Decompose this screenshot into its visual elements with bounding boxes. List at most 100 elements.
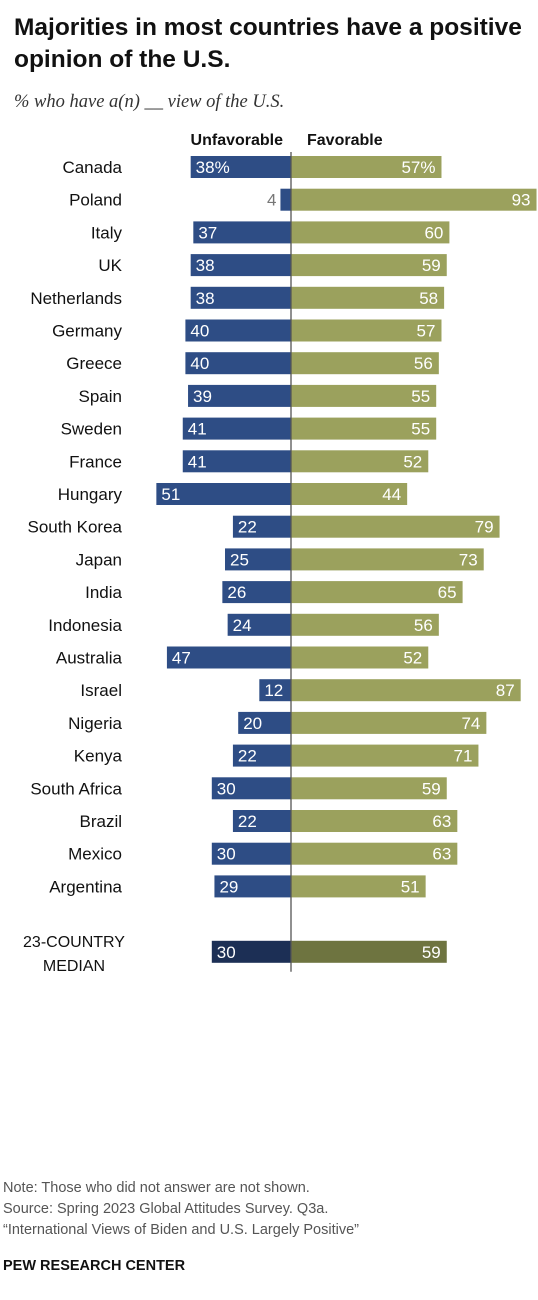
value-favorable-kenya: 71 <box>454 747 473 766</box>
bar-unfavorable-mexico <box>211 842 291 865</box>
value-favorable-hungary: 44 <box>382 485 401 504</box>
bar-unfavorable-greece <box>185 352 291 375</box>
bar-favorable-mexico <box>291 842 458 865</box>
value-favorable-mexico: 63 <box>432 845 451 864</box>
country-label-kenya: Kenya <box>74 747 123 766</box>
bar-favorable-nigeria <box>291 711 487 734</box>
bar-favorable-netherlands <box>291 286 445 309</box>
chart-subtitle: % who have a(n) __ view of the U.S. <box>14 92 285 112</box>
value-unfavorable-japan: 25 <box>230 550 249 569</box>
bar-favorable-france <box>291 450 429 473</box>
bar-unfavorable-israel <box>259 679 291 702</box>
value-unfavorable-nigeria: 20 <box>243 714 262 733</box>
bar-unfavorable-canada <box>190 156 291 178</box>
chart-title: Majorities in most countries have a posi… <box>14 14 522 73</box>
value-unfavorable-median: 30 <box>217 943 236 962</box>
value-unfavorable-uk: 38 <box>196 256 215 275</box>
value-unfavorable-south-africa: 30 <box>217 779 236 798</box>
value-unfavorable-germany: 40 <box>190 322 209 341</box>
bar-favorable-germany <box>291 319 442 342</box>
value-unfavorable-netherlands: 38 <box>196 289 215 308</box>
value-unfavorable-india: 26 <box>227 583 246 602</box>
value-favorable-israel: 87 <box>496 681 515 700</box>
country-label-south-korea: South Korea <box>27 518 122 537</box>
bar-unfavorable-poland <box>280 188 291 211</box>
bar-unfavorable-germany <box>185 319 291 342</box>
country-label-japan: Japan <box>76 550 122 569</box>
value-favorable-india: 65 <box>438 583 457 602</box>
bar-favorable-japan <box>291 548 484 571</box>
bar-unfavorable-nigeria <box>238 711 291 734</box>
value-favorable-nigeria: 74 <box>461 714 480 733</box>
median-label-line-1: 23-COUNTRY <box>23 934 125 951</box>
bar-favorable-south-africa <box>291 777 447 800</box>
header-favorable: Favorable <box>307 132 383 149</box>
bar-favorable-kenya <box>291 744 479 767</box>
diverging-bar-chart: Unfavorable Favorable Canada 38% 57% Poland 4 9… <box>23 132 537 975</box>
value-favorable-argentina: 51 <box>401 877 420 896</box>
bar-favorable-brazil <box>291 810 458 832</box>
median-label-line-2: MEDIAN <box>43 958 105 975</box>
bar-favorable-hungary <box>291 483 408 505</box>
value-unfavorable-italy: 37 <box>198 223 217 242</box>
value-unfavorable-argentina: 29 <box>219 877 238 896</box>
value-favorable-japan: 73 <box>459 550 478 569</box>
country-label-south-africa: South Africa <box>30 779 122 798</box>
value-unfavorable-south-korea: 22 <box>238 518 257 537</box>
bar-unfavorable-brazil <box>232 810 291 832</box>
bar-unfavorable-argentina <box>214 875 291 898</box>
value-favorable-south-africa: 59 <box>422 779 441 798</box>
value-unfavorable-canada: 38% <box>196 158 230 177</box>
bar-favorable-median <box>291 940 447 963</box>
country-label-uk: UK <box>98 256 122 275</box>
value-favorable-australia: 52 <box>403 649 422 668</box>
value-favorable-brazil: 63 <box>432 812 451 831</box>
value-unfavorable-australia: 47 <box>172 649 191 668</box>
bar-unfavorable-south-korea <box>232 515 291 538</box>
bar-favorable-israel <box>291 679 521 702</box>
bar-favorable-australia <box>291 646 429 669</box>
bar-favorable-indonesia <box>291 613 439 636</box>
value-unfavorable-kenya: 22 <box>238 747 257 766</box>
bar-favorable-india <box>291 581 463 604</box>
note-text: Note: Those who did not answer are not s… <box>3 1180 310 1196</box>
value-favorable-canada: 57% <box>401 158 435 177</box>
bar-unfavorable-uk <box>190 254 291 277</box>
value-unfavorable-mexico: 30 <box>217 845 236 864</box>
value-favorable-netherlands: 58 <box>419 289 438 308</box>
country-label-india: India <box>85 583 122 602</box>
bar-unfavorable-sweden <box>182 417 291 440</box>
value-favorable-median: 59 <box>422 943 441 962</box>
value-unfavorable-poland: 4 <box>267 191 276 210</box>
value-favorable-sweden: 55 <box>411 420 430 439</box>
bar-unfavorable-japan <box>225 548 291 571</box>
country-label-indonesia: Indonesia <box>48 616 122 635</box>
bar-favorable-poland <box>291 188 537 211</box>
country-label-greece: Greece <box>66 354 122 373</box>
value-favorable-poland: 93 <box>512 191 531 210</box>
value-unfavorable-spain: 39 <box>193 387 212 406</box>
value-favorable-germany: 57 <box>417 322 436 341</box>
country-label-spain: Spain <box>79 387 122 406</box>
country-label-nigeria: Nigeria <box>68 714 122 733</box>
country-label-brazil: Brazil <box>79 812 122 831</box>
bar-favorable-south-korea <box>291 515 500 538</box>
value-favorable-south-korea: 79 <box>475 518 494 537</box>
bar-unfavorable-netherlands <box>190 286 291 309</box>
country-label-israel: Israel <box>80 681 122 700</box>
value-favorable-france: 52 <box>403 452 422 471</box>
country-label-italy: Italy <box>91 223 123 242</box>
bar-favorable-uk <box>291 254 447 277</box>
value-favorable-spain: 55 <box>411 387 430 406</box>
bar-favorable-italy <box>291 221 450 244</box>
bar-unfavorable-kenya <box>232 744 291 767</box>
value-unfavorable-brazil: 22 <box>238 812 257 831</box>
header-unfavorable: Unfavorable <box>191 132 284 149</box>
country-label-mexico: Mexico <box>68 845 122 864</box>
value-unfavorable-sweden: 41 <box>188 420 207 439</box>
bar-unfavorable-australia <box>166 646 291 669</box>
country-label-canada: Canada <box>62 158 122 177</box>
bar-unfavorable-spain <box>188 384 291 407</box>
value-favorable-greece: 56 <box>414 354 433 373</box>
value-unfavorable-indonesia: 24 <box>233 616 252 635</box>
